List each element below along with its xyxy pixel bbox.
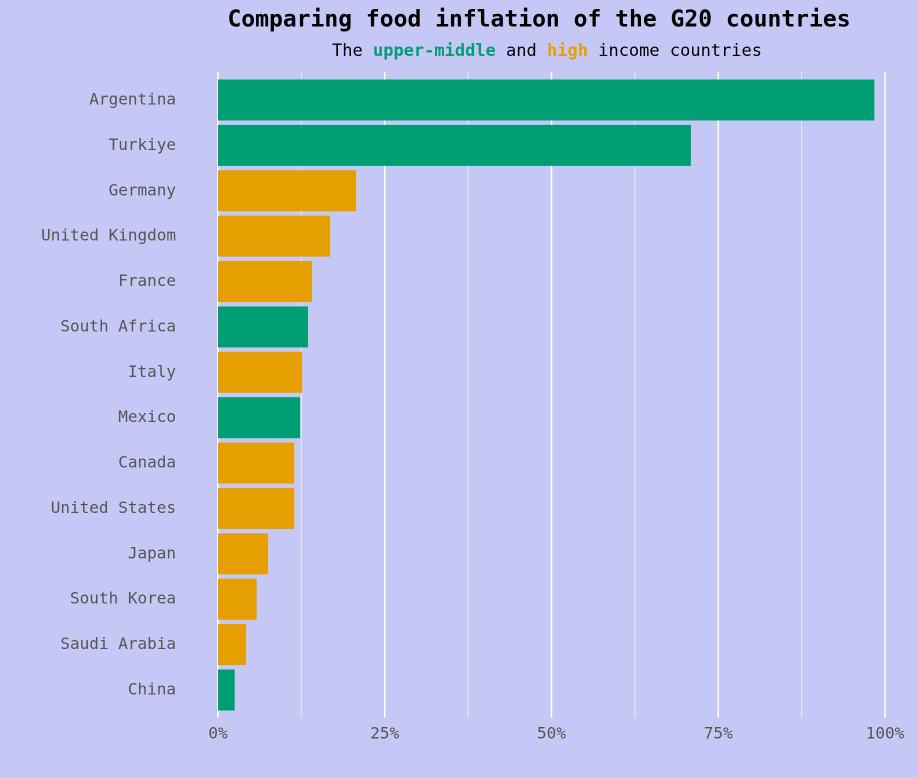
legend-entry: high bbox=[547, 41, 588, 61]
subtitle-word: and bbox=[506, 41, 537, 61]
y-tick-label: Japan bbox=[128, 543, 176, 562]
legend-entry: upper-middle bbox=[373, 41, 496, 61]
bar bbox=[218, 170, 357, 212]
y-tick-label: Germany bbox=[109, 180, 177, 199]
x-tick-label: 100% bbox=[866, 724, 905, 743]
y-tick-label: United States bbox=[51, 498, 176, 517]
chart-subtitle: The upper-middle and high income countri… bbox=[332, 41, 762, 61]
y-tick-label: Italy bbox=[128, 362, 177, 381]
bar bbox=[218, 351, 303, 393]
bar bbox=[218, 442, 295, 484]
bar bbox=[218, 124, 691, 166]
subtitle-word: The bbox=[332, 41, 363, 61]
bar bbox=[218, 487, 295, 529]
bar bbox=[218, 306, 309, 348]
y-tick-label: Saudi Arabia bbox=[60, 634, 176, 653]
bar bbox=[218, 79, 875, 121]
bar bbox=[218, 669, 235, 711]
x-tick-label: 0% bbox=[208, 724, 228, 743]
y-tick-label: Argentina bbox=[89, 90, 176, 109]
bar bbox=[218, 215, 331, 257]
bar bbox=[218, 533, 269, 575]
y-tick-label: Turkiye bbox=[109, 135, 176, 154]
y-tick-label: China bbox=[128, 680, 176, 699]
chart-title: Comparing food inflation of the G20 coun… bbox=[227, 7, 850, 33]
x-tick-label: 75% bbox=[704, 724, 733, 743]
y-tick-label: Mexico bbox=[118, 407, 176, 426]
bar bbox=[218, 261, 313, 303]
bar bbox=[218, 624, 247, 666]
y-tick-label: France bbox=[118, 271, 176, 290]
y-tick-label: South Korea bbox=[70, 589, 176, 608]
x-tick-label: 25% bbox=[370, 724, 399, 743]
x-tick-label: 50% bbox=[537, 724, 566, 743]
y-tick-label: Canada bbox=[118, 453, 176, 472]
bar bbox=[218, 578, 257, 620]
subtitle-word: income countries bbox=[598, 41, 762, 61]
y-tick-label: United Kingdom bbox=[41, 226, 176, 245]
y-tick-label: South Africa bbox=[60, 316, 176, 335]
bar bbox=[218, 397, 301, 439]
